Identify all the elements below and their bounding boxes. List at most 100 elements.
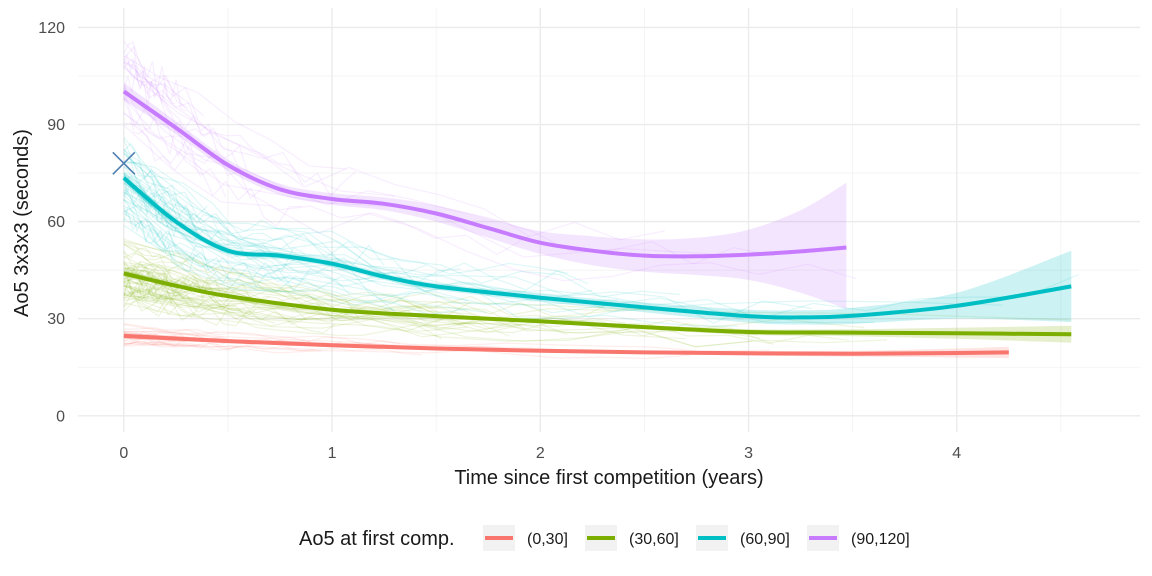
- trajectory-line: [123, 111, 302, 228]
- trajectory-line: [123, 69, 184, 133]
- trajectory-line: [123, 194, 738, 327]
- trajectory-line: [123, 212, 469, 306]
- legend-label: (60,90]: [740, 531, 790, 548]
- trajectory-line: [123, 175, 178, 238]
- smooth-lines: [122, 89, 1072, 356]
- confidence-ribbon: [123, 172, 1072, 325]
- y-axis-title: Ao5 3x3x3 (seconds): [11, 129, 33, 317]
- trajectory-line: [123, 294, 442, 340]
- trajectory-line: [123, 124, 857, 282]
- trajectory-line: [123, 173, 192, 239]
- trajectory-line: [123, 238, 1071, 321]
- trajectory-line: [123, 166, 294, 252]
- trajectory-line: [123, 55, 346, 170]
- trajectory-line: [123, 330, 385, 346]
- trajectory-line: [123, 263, 448, 320]
- trajectory-line: [123, 241, 264, 290]
- trajectory-line: [123, 52, 176, 105]
- trajectory-line: [123, 342, 691, 360]
- trajectory-line: [123, 161, 208, 221]
- trajectory-line: [123, 122, 227, 198]
- legend-title: Ao5 at first comp.: [299, 528, 455, 550]
- trajectory-line: [123, 209, 487, 313]
- x-tick-label: 4: [952, 445, 961, 462]
- trajectory-line: [123, 41, 186, 112]
- trajectory-line: [123, 290, 196, 317]
- annotations: [112, 151, 136, 175]
- trajectory-line: [123, 148, 461, 285]
- trajectory-line: [123, 243, 703, 316]
- trajectory-line: [123, 191, 340, 267]
- trajectory-line: [123, 172, 399, 277]
- trajectory-line: [123, 205, 424, 315]
- trajectory-line: [123, 278, 246, 312]
- trajectory-line: [123, 161, 200, 235]
- trajectory-line: [123, 340, 199, 348]
- trajectory-line: [123, 341, 187, 347]
- trajectory-line: [123, 112, 724, 258]
- trajectory-line: [123, 176, 306, 272]
- trajectory-line: [123, 287, 418, 324]
- trajectory-line: [123, 173, 222, 244]
- trajectory-line: [123, 340, 423, 356]
- trajectory-line: [123, 190, 210, 271]
- trajectory-line: [123, 271, 210, 298]
- x-axis-title: Time since first competition (years): [454, 467, 763, 489]
- trajectory-line: [123, 323, 697, 352]
- trajectory-line: [123, 205, 200, 272]
- legend-items: (0,30] (30,60] (60,90] (90,120]: [483, 525, 910, 551]
- x-axis-ticks: 0 1 2 3 4: [119, 445, 961, 462]
- x-tick-label: 3: [744, 445, 753, 462]
- smooth-line: [123, 271, 1072, 337]
- trajectory-line: [123, 285, 257, 318]
- trajectory-line: [123, 199, 310, 292]
- trajectory-line: [123, 198, 468, 316]
- trajectory-line: [123, 166, 389, 278]
- trajectory-line: [123, 267, 214, 301]
- trajectory-line: [123, 243, 422, 310]
- trajectory-line: [123, 323, 400, 345]
- trajectory-line: [123, 342, 316, 351]
- trajectory-line: [123, 287, 237, 318]
- trajectory-line: [123, 176, 812, 324]
- smooth-line: [123, 333, 1009, 356]
- legend-label: (30,60]: [629, 531, 679, 548]
- trajectory-line: [123, 172, 1004, 313]
- trajectory-line: [123, 136, 569, 275]
- trajectory-line: [123, 58, 248, 172]
- trajectory-line: [123, 268, 168, 288]
- legend-label: (0,30]: [527, 531, 568, 548]
- trajectory-line: [123, 284, 678, 334]
- smooth-line: [122, 89, 847, 259]
- trajectory-line: [123, 247, 232, 281]
- trajectory-line: [123, 61, 357, 198]
- trajectory-line: [123, 294, 468, 333]
- trajectory-line: [123, 302, 522, 338]
- grid-major: [78, 8, 1140, 432]
- trajectory-line: [123, 292, 336, 334]
- legend-label: (90,120]: [851, 531, 910, 548]
- trajectory-line: [123, 264, 202, 293]
- trajectory-line: [123, 224, 395, 311]
- trajectory-line: [123, 97, 529, 256]
- trajectory-line: [123, 199, 444, 297]
- trajectory-line: [123, 274, 686, 340]
- trajectory-line: [123, 267, 526, 330]
- trajectory-line: [123, 204, 352, 296]
- trajectory-line: [123, 160, 589, 291]
- trajectory-line: [123, 65, 304, 186]
- trajectory-line: [123, 240, 613, 318]
- trajectory-line: [123, 179, 618, 306]
- trajectory-line: [123, 187, 386, 282]
- trajectory-line: [123, 295, 510, 337]
- trajectory-line: [123, 298, 275, 326]
- trajectory-line: [123, 285, 348, 325]
- trajectory-line: [123, 339, 238, 351]
- trajectory-line: [123, 263, 619, 321]
- x-tick-label: 0: [119, 445, 128, 462]
- trajectory-line: [123, 277, 221, 300]
- trajectory-line: [123, 151, 231, 234]
- trajectory-line: [123, 58, 665, 241]
- trajectory-line: [123, 45, 188, 109]
- y-tick-label: 0: [56, 408, 65, 425]
